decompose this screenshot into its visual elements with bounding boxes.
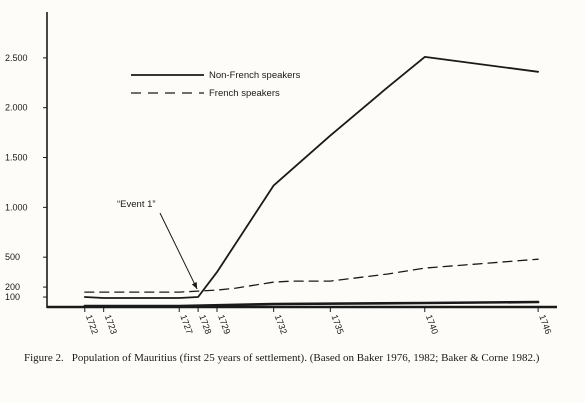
y-tick-label: 1.500 <box>5 153 28 163</box>
figure-caption: Figure 2. Population of Mauritius (first … <box>24 352 572 365</box>
x-tick-label: 1722 <box>84 313 100 335</box>
x-tick-label: 1723 <box>103 313 119 335</box>
annotation-arrow-line <box>159 212 198 290</box>
figure-label: Figure 2. <box>24 352 64 364</box>
x-tick-label: 1746 <box>537 313 553 335</box>
x-tick-label: 1740 <box>424 313 440 335</box>
series-line-2 <box>84 258 539 293</box>
legend-label: Non-French speakers <box>209 70 301 81</box>
x-tick-label: 1728 <box>197 313 213 335</box>
x-tick-label: 1732 <box>273 313 289 335</box>
event-annotation: “Event 1” <box>117 199 198 290</box>
legend-label: French speakers <box>209 88 280 99</box>
series-lines <box>83 56 540 308</box>
y-tick-label: 200 <box>5 282 20 292</box>
legend: Non-French speakers French speakers <box>131 70 301 99</box>
y-tick-label: 2.500 <box>5 53 28 63</box>
annotation-label: “Event 1” <box>117 199 156 210</box>
y-tick-label: 2.000 <box>5 103 28 113</box>
y-tick-label: 1.000 <box>5 202 28 212</box>
x-tick-label: 1727 <box>178 313 194 335</box>
annotation-arrow-head <box>191 282 198 290</box>
x-tick-label: 1735 <box>329 313 345 335</box>
y-tick-label: 100 <box>5 292 20 302</box>
figure-caption-text: Population of Mauritius (first 25 years … <box>71 352 540 364</box>
x-axis-ticks: 1722 1723 1727 1728 1729 1732 1735 1740 1746 <box>84 307 553 336</box>
series-line-1 <box>83 56 539 299</box>
y-tick-label: 500 <box>5 252 20 262</box>
x-tick-label: 1729 <box>216 313 232 335</box>
series-line-3 <box>83 300 540 308</box>
